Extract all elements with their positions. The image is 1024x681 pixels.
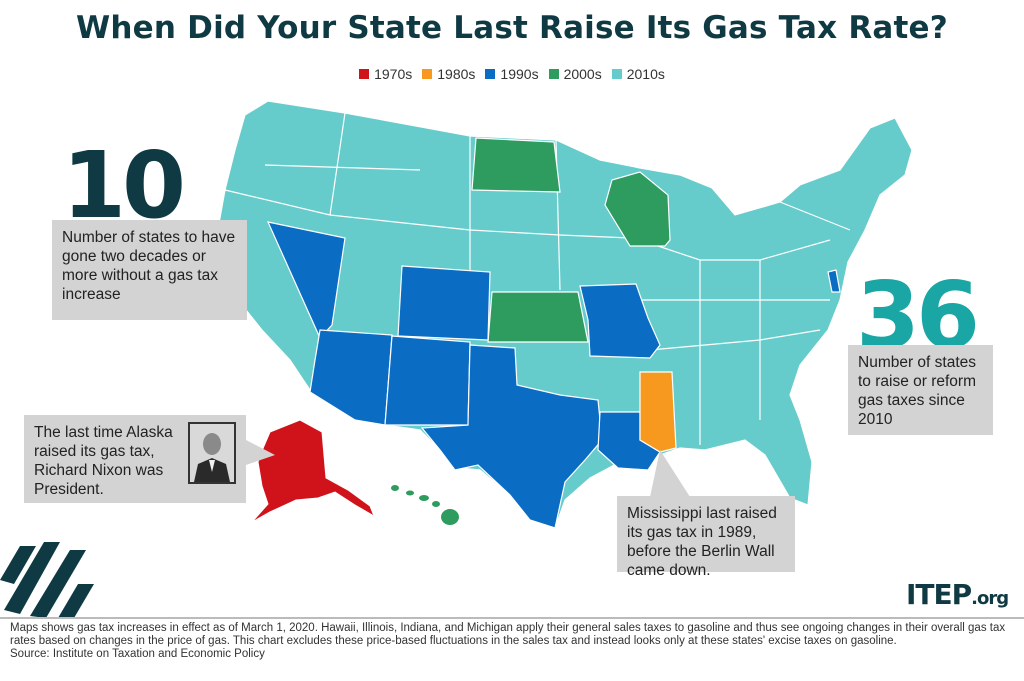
state-texas bbox=[420, 344, 603, 529]
portrait-image bbox=[190, 424, 234, 482]
legend-label-2000s: 2000s bbox=[563, 66, 602, 82]
state-kansas bbox=[487, 291, 589, 343]
legend-swatch-2010s bbox=[611, 69, 622, 79]
state-new-mexico bbox=[384, 335, 471, 426]
alaska-callout-pointer bbox=[246, 440, 275, 465]
footer-note: Maps shows gas tax increases in effect a… bbox=[10, 622, 1006, 647]
legend: 1970s 1980s 1990s 2000s 2010s bbox=[0, 66, 1024, 82]
state-hawaii bbox=[391, 485, 459, 525]
stat-10-callout: Number of states to have gone two decade… bbox=[52, 220, 247, 320]
state-colorado bbox=[397, 265, 491, 341]
state-nevada bbox=[266, 221, 346, 340]
stat-36-callout: Number of states to raise or reform gas … bbox=[848, 345, 993, 435]
legend-label-1980s: 1980s bbox=[437, 66, 476, 82]
logo-main: ITEP bbox=[906, 578, 972, 611]
legend-item-1980s: 1980s bbox=[422, 66, 475, 82]
legend-swatch-1970s bbox=[359, 69, 370, 79]
footer: Maps shows gas tax increases in effect a… bbox=[0, 617, 1024, 681]
legend-item-2000s: 2000s bbox=[548, 66, 602, 82]
state-alaska bbox=[251, 419, 376, 523]
decorative-stripes bbox=[0, 542, 94, 618]
legend-swatch-1980s bbox=[422, 69, 433, 79]
state-north-dakota bbox=[471, 137, 561, 193]
state-wisconsin bbox=[604, 171, 671, 247]
page-title: When Did Your State Last Raise Its Gas T… bbox=[76, 10, 948, 46]
us-map bbox=[215, 100, 913, 529]
legend-item-2010s: 2010s bbox=[611, 66, 665, 82]
legend-swatch-2000s bbox=[548, 69, 559, 79]
alaska-callout-text: The last time Alaska raised its gas tax,… bbox=[34, 424, 173, 498]
nixon-portrait bbox=[188, 422, 236, 484]
legend-label-2010s: 2010s bbox=[626, 66, 665, 82]
legend-item-1970s: 1970s bbox=[359, 66, 412, 82]
footer-source: Source: Institute on Taxation and Econom… bbox=[10, 648, 265, 660]
logo-suffix: .org bbox=[971, 588, 1009, 609]
stat-10-number: 10 bbox=[62, 132, 186, 239]
legend-label-1990s: 1990s bbox=[500, 66, 539, 82]
mississippi-callout: Mississippi last raised its gas tax in 1… bbox=[617, 496, 795, 579]
legend-item-1990s: 1990s bbox=[485, 66, 539, 82]
state-arizona bbox=[309, 329, 393, 426]
legend-swatch-1990s bbox=[485, 69, 496, 79]
state-missouri bbox=[579, 283, 661, 359]
mississippi-callout-pointer bbox=[650, 450, 690, 497]
state-mississippi bbox=[639, 371, 677, 453]
itep-logo: ITEP.org bbox=[906, 578, 1009, 611]
state-delaware bbox=[827, 269, 841, 293]
legend-label-1970s: 1970s bbox=[374, 66, 413, 82]
